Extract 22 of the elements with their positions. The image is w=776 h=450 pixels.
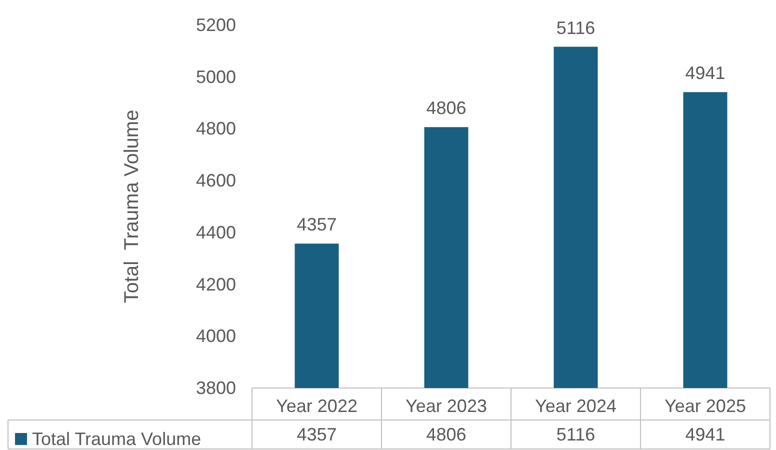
- y-tick-label: 5000: [196, 66, 236, 87]
- annotation: 4941: [685, 63, 726, 84]
- legend-label: Total Trauma Volume: [32, 429, 202, 449]
- y-tick-label: 5200: [196, 15, 236, 35]
- x-tick-label: Year 2022: [276, 396, 358, 416]
- y-tick-label: 4200: [196, 274, 236, 294]
- x-tick-label: Year 2024: [535, 396, 616, 416]
- y-tick-label: 4600: [196, 170, 236, 191]
- data-label: 4941: [685, 424, 726, 444]
- y-axis-title: Total Trauma Volume: [121, 110, 143, 304]
- y-tick-label: 4400: [196, 222, 236, 242]
- y-tick-label: 4000: [196, 326, 236, 346]
- annotation: 4357: [296, 214, 337, 235]
- y-tick-label: 3800: [196, 378, 236, 398]
- y-tick-label: 4800: [196, 118, 236, 139]
- data-label: 4806: [426, 424, 466, 444]
- x-tick-label: Year 2025: [664, 396, 746, 416]
- annotation: 4806: [426, 98, 466, 118]
- x-tick-label: Year 2023: [406, 396, 487, 416]
- data-label: 4357: [296, 424, 337, 444]
- data-label: 5116: [556, 424, 596, 444]
- annotation: 5116: [556, 18, 596, 38]
